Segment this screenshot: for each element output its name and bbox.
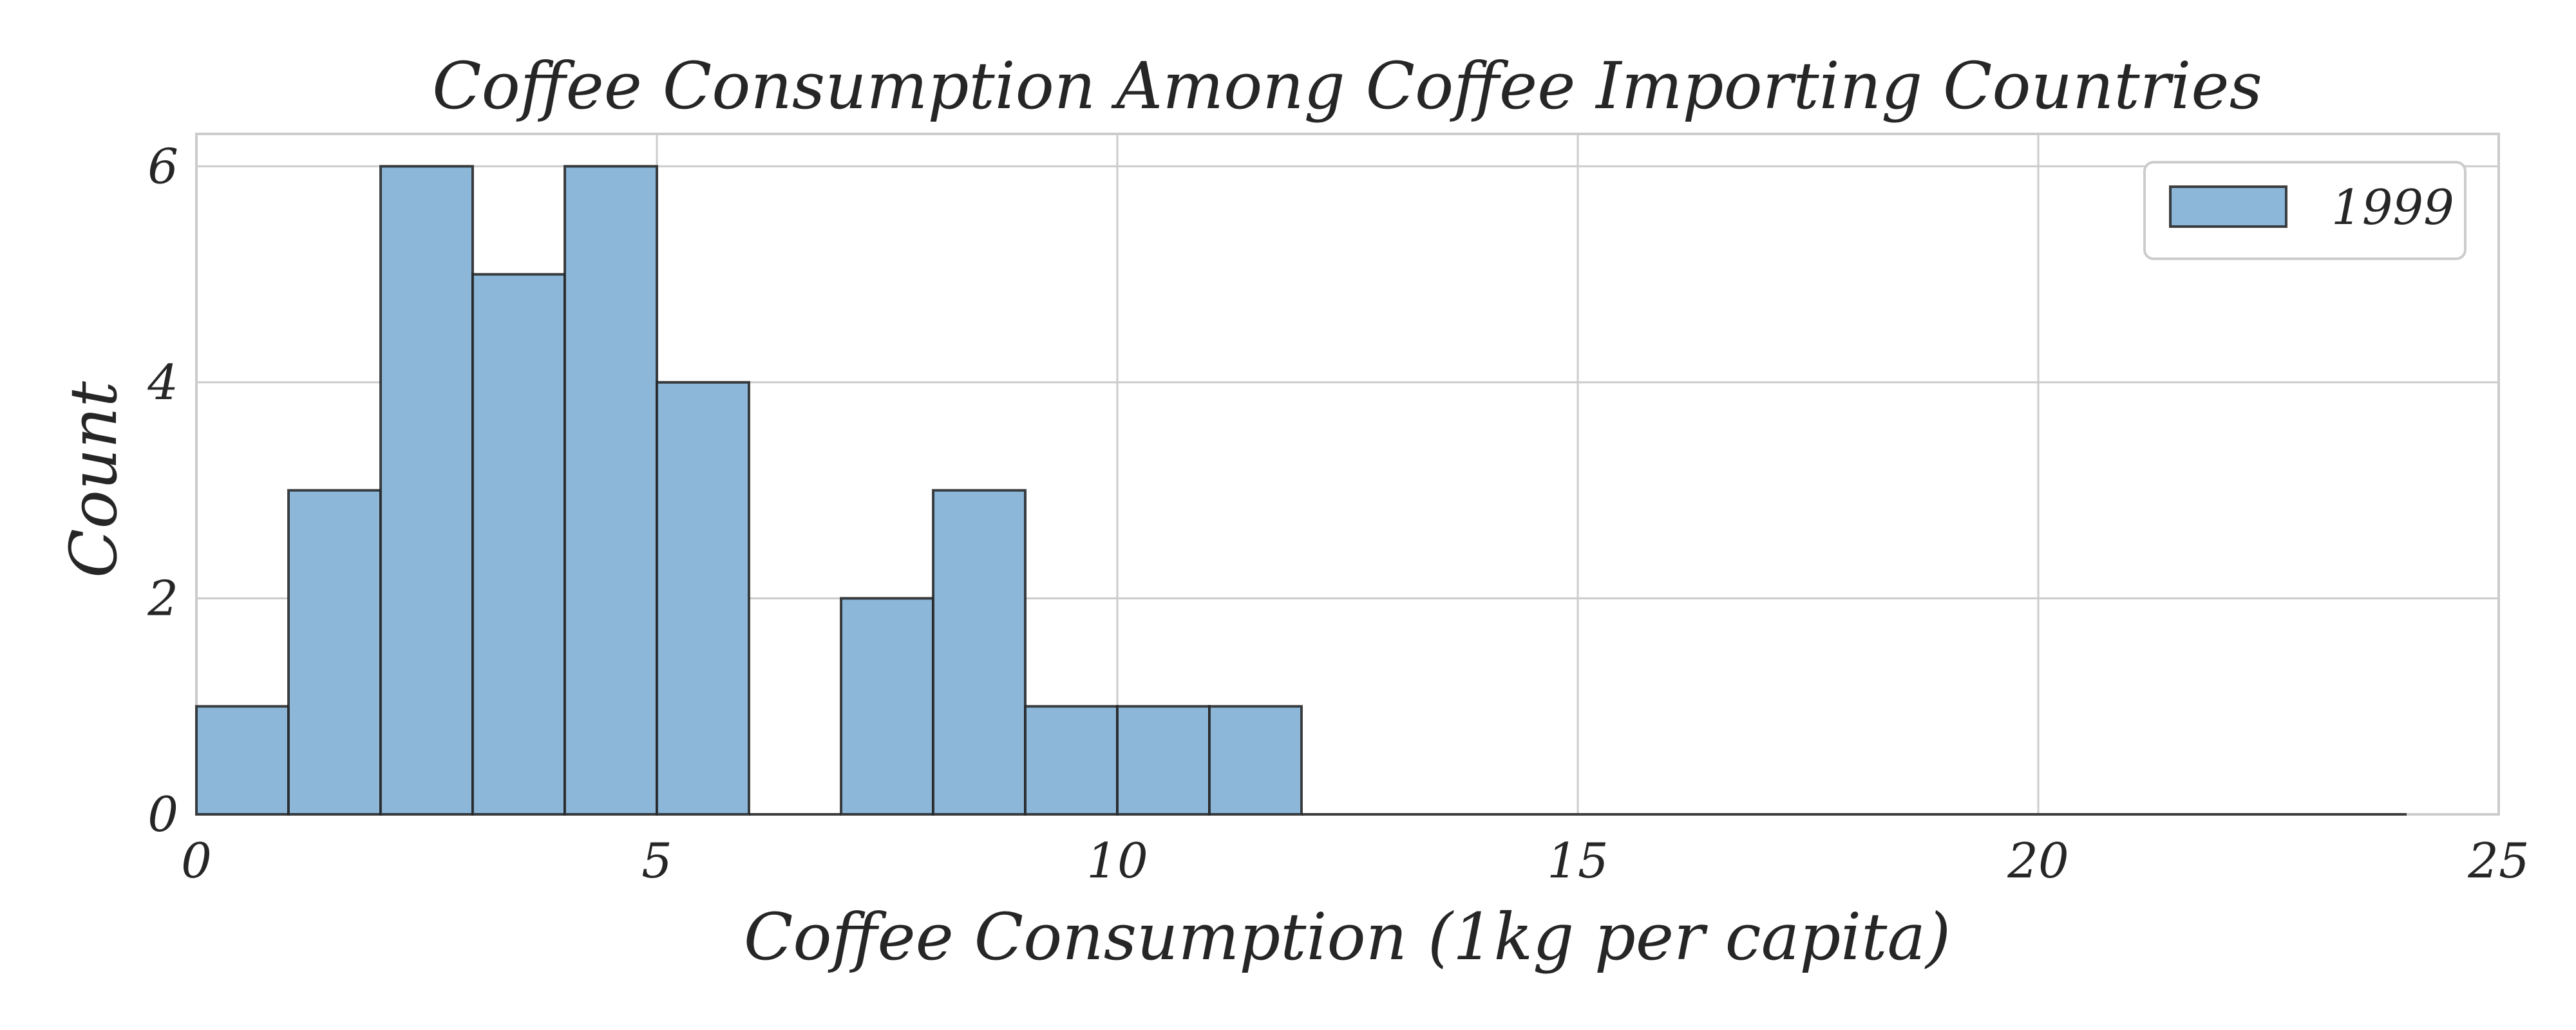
histogram-bar (287, 489, 382, 816)
histogram-bar (656, 380, 750, 816)
legend-swatch-1999 (2169, 185, 2287, 228)
x-tick-label: 15 (1547, 832, 1608, 889)
y-tick-label: 4 (147, 354, 178, 411)
y-tick-label: 6 (147, 138, 178, 194)
plot-area: 0 5 10 15 20 25 0 2 4 6 (147, 133, 2530, 889)
y-tick-label: 0 (147, 786, 178, 843)
x-axis-label: Coffee Consumption (1kg per capita) (744, 899, 1951, 975)
histogram-bar (379, 165, 474, 816)
x-tick-label: 5 (641, 832, 672, 889)
x-tick-label: 10 (1086, 832, 1148, 889)
histogram-bar (471, 273, 566, 816)
y-axis-label: Count (56, 380, 131, 578)
histogram-bar (1116, 705, 1211, 816)
chart-title: Coffee Consumption Among Coffee Importin… (432, 48, 2262, 124)
histogram-bar (1024, 705, 1119, 816)
legend: 1999 (2143, 161, 2467, 260)
histogram-bar (195, 705, 290, 816)
y-tick-label: 2 (147, 570, 178, 626)
histogram-bar (932, 489, 1027, 816)
x-tick-label: 20 (2007, 832, 2069, 889)
x-tick-label: 0 (181, 832, 212, 889)
histogram-bar (840, 597, 934, 816)
x-tick-label: 25 (2467, 832, 2529, 889)
histogram-bar (1208, 705, 1303, 816)
legend-label-1999: 1999 (2331, 179, 2454, 236)
histogram-bar (564, 165, 658, 816)
